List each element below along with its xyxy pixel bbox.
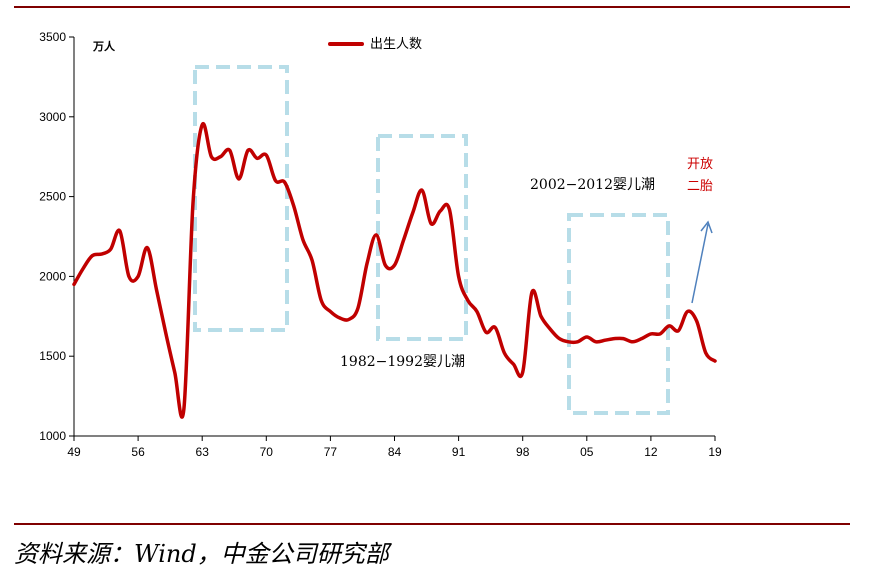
legend-label: 出生人数 — [370, 37, 422, 52]
y-tick-label: 1000 — [39, 429, 66, 443]
y-tick-label: 1500 — [39, 349, 66, 363]
y-unit-label: 万人 — [92, 39, 116, 53]
annotation-policy-line2: 二胎 — [687, 179, 713, 194]
x-tick-label: 19 — [708, 445, 722, 459]
x-tick-label: 98 — [516, 445, 530, 459]
x-tick-label: 63 — [196, 445, 210, 459]
x-tick-label: 05 — [580, 445, 594, 459]
y-tick-label: 3000 — [39, 110, 66, 124]
legend: 出生人数 — [328, 37, 422, 52]
x-tick-label: 84 — [388, 445, 402, 459]
y-tick-label: 3500 — [39, 30, 66, 44]
source-note: 资料来源：Wind，中金公司研究部 — [14, 540, 389, 568]
x-tick-label: 77 — [324, 445, 338, 459]
x-tick-label: 70 — [260, 445, 274, 459]
x-tick-label: 56 — [131, 445, 145, 459]
series-line-birth — [72, 121, 717, 419]
y-tick-label: 2000 — [39, 269, 66, 283]
x-tick-label: 12 — [644, 445, 658, 459]
y-tick-label: 2500 — [39, 190, 66, 204]
x-tick-label: 49 — [67, 445, 81, 459]
boom-box-2002-2012 — [567, 213, 670, 415]
x-tick-label: 91 — [452, 445, 466, 459]
annotation-policy-line1: 开放 — [687, 157, 713, 172]
annotation-boom-1982-1992: 1982−1992婴儿潮 — [340, 354, 465, 370]
boom-box-1962-1972 — [193, 65, 289, 332]
boom-box-1982-1992 — [376, 134, 468, 341]
annotation-boom-2002-2012: 2002−2012婴儿潮 — [530, 177, 655, 193]
policy-arrow — [691, 220, 713, 304]
